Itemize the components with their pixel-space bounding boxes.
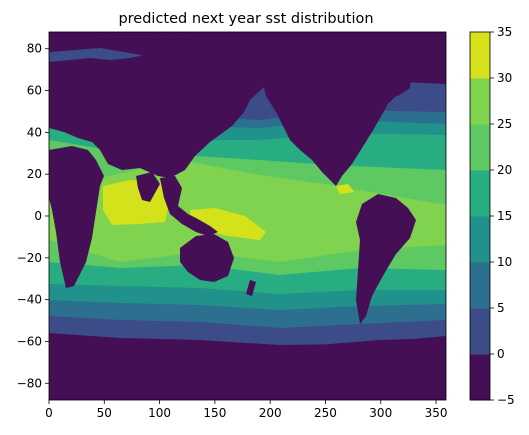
y-tick-label: 80	[27, 42, 42, 56]
colorbar-segment	[470, 124, 490, 171]
colorbar-tick-label: 25	[497, 117, 512, 131]
y-tick-label: 20	[27, 167, 42, 181]
colorbar-segment	[470, 354, 490, 401]
se-asia	[160, 176, 218, 236]
x-tick-label: 250	[314, 406, 337, 420]
new-zealand	[246, 280, 256, 296]
x-tick-label: 50	[97, 406, 112, 420]
y-tick-label: 60	[27, 84, 42, 98]
x-tick-label: 350	[425, 406, 448, 420]
colorbar-tick-label: 5	[497, 301, 505, 315]
y-tick-label: 40	[27, 125, 42, 139]
africa	[49, 146, 104, 288]
y-tick-label: −40	[17, 293, 42, 307]
colorbar-segment	[470, 170, 490, 217]
colorbar-tick-label: 30	[497, 71, 512, 85]
colorbar-segment	[470, 216, 490, 263]
x-tick-label: 150	[203, 406, 226, 420]
band-30-35-caribbean	[336, 184, 354, 194]
colorbar-tick-label: 10	[497, 255, 512, 269]
y-tick-label: 0	[34, 209, 42, 223]
antarctica	[49, 338, 446, 400]
eurasia	[49, 50, 265, 178]
arctic-land	[49, 32, 446, 52]
colorbar-segment	[470, 308, 490, 355]
y-axis: 80 60 40 20 0 −20 −40 −60 −80	[17, 42, 49, 390]
north-america	[262, 56, 398, 186]
colorbar-segment	[470, 32, 490, 79]
band-30-35-indian	[103, 180, 170, 225]
y-tick-label: −80	[17, 376, 42, 390]
chart-title: predicted next year sst distribution	[118, 11, 373, 27]
x-tick-label: 200	[259, 406, 282, 420]
colorbar-tick-label: 15	[497, 209, 512, 223]
colorbar-tick-label: 20	[497, 163, 512, 177]
x-tick-label: 300	[369, 406, 392, 420]
colorbar-tick-label: −5	[497, 393, 515, 407]
greenland	[372, 62, 412, 96]
south-america	[356, 194, 416, 324]
plot-area	[49, 32, 446, 400]
australia	[180, 234, 234, 282]
land-masses	[49, 32, 446, 400]
colorbar-segment	[470, 78, 490, 125]
band-30-35-pacific	[190, 208, 266, 240]
colorbar-segment	[470, 262, 490, 309]
india	[136, 172, 160, 202]
x-tick-label: 0	[45, 406, 53, 420]
colorbar-tick-label: 0	[497, 347, 505, 361]
colorbar: −5 0 5 10 15 20 25 30 35	[469, 25, 515, 407]
y-tick-label: −20	[17, 251, 42, 265]
x-tick-label: 100	[148, 406, 171, 420]
colorbar-tick-label: 35	[497, 25, 512, 39]
y-tick-label: −60	[17, 334, 42, 348]
x-axis: 0 50 100 150 200 250 300 350	[45, 400, 448, 420]
